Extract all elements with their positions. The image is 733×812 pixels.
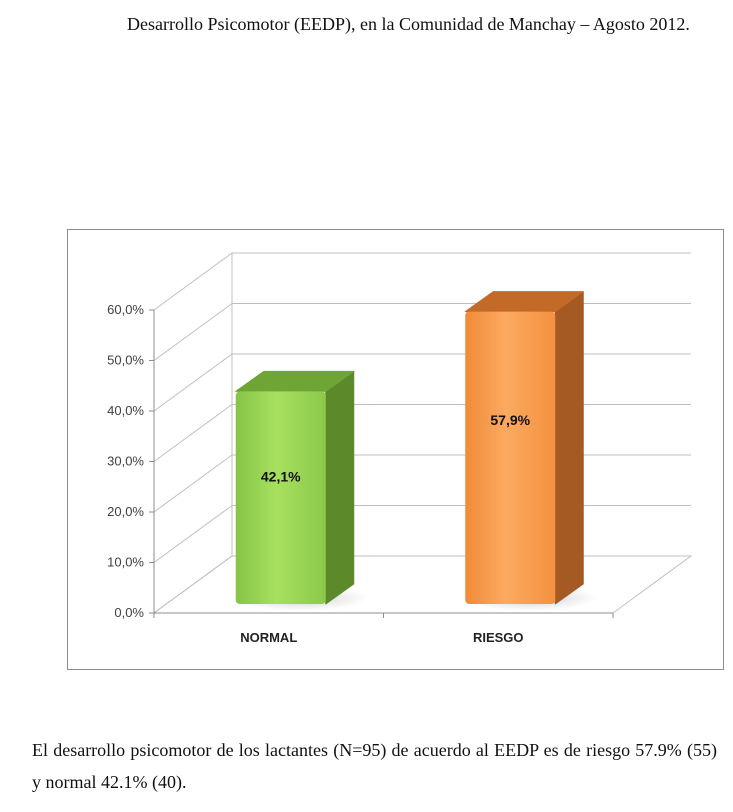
bar-riesgo — [462, 291, 598, 611]
side-gridline — [153, 303, 233, 361]
x-tick-label: RIESGO — [473, 630, 524, 645]
y-tick-label: 0,0% — [114, 605, 144, 620]
side-gridline — [153, 454, 233, 513]
y-tick-label: 10,0% — [107, 555, 144, 570]
x-tick-label: NORMAL — [240, 630, 297, 645]
bar-front-face — [465, 311, 556, 604]
side-gridline — [153, 505, 233, 563]
side-gridline — [153, 404, 233, 462]
side-gridline — [153, 353, 233, 412]
y-tick-label: 20,0% — [107, 504, 144, 519]
data-label: 57,9% — [490, 412, 530, 428]
chart-floor — [152, 555, 693, 614]
y-tick-label: 50,0% — [107, 353, 144, 368]
bar-side-face — [554, 291, 584, 605]
bar-side-face — [325, 370, 355, 605]
bar-front-face — [235, 391, 326, 604]
bar-chart: 0,0% 10,0% 20,0% 30,0% 40,0% 50,0% 60,0% 42,1%… — [107, 252, 693, 645]
y-tick-label: 30,0% — [107, 454, 144, 469]
intro-paragraph: Desarrollo Psicomotor (EEDP), en la Comu… — [127, 14, 690, 34]
bar-normal — [233, 370, 369, 611]
chart-frame: 0,0% 10,0% 20,0% 30,0% 40,0% 50,0% 60,0% 42,1%… — [67, 229, 724, 670]
y-tick-label: 60,0% — [107, 302, 144, 317]
y-tick-label: 40,0% — [107, 403, 144, 418]
summary-paragraph: El desarrollo psicomotor de los lactante… — [32, 740, 717, 792]
side-gridline — [153, 252, 233, 311]
side-gridline — [153, 555, 233, 614]
data-label: 42,1% — [261, 468, 301, 484]
